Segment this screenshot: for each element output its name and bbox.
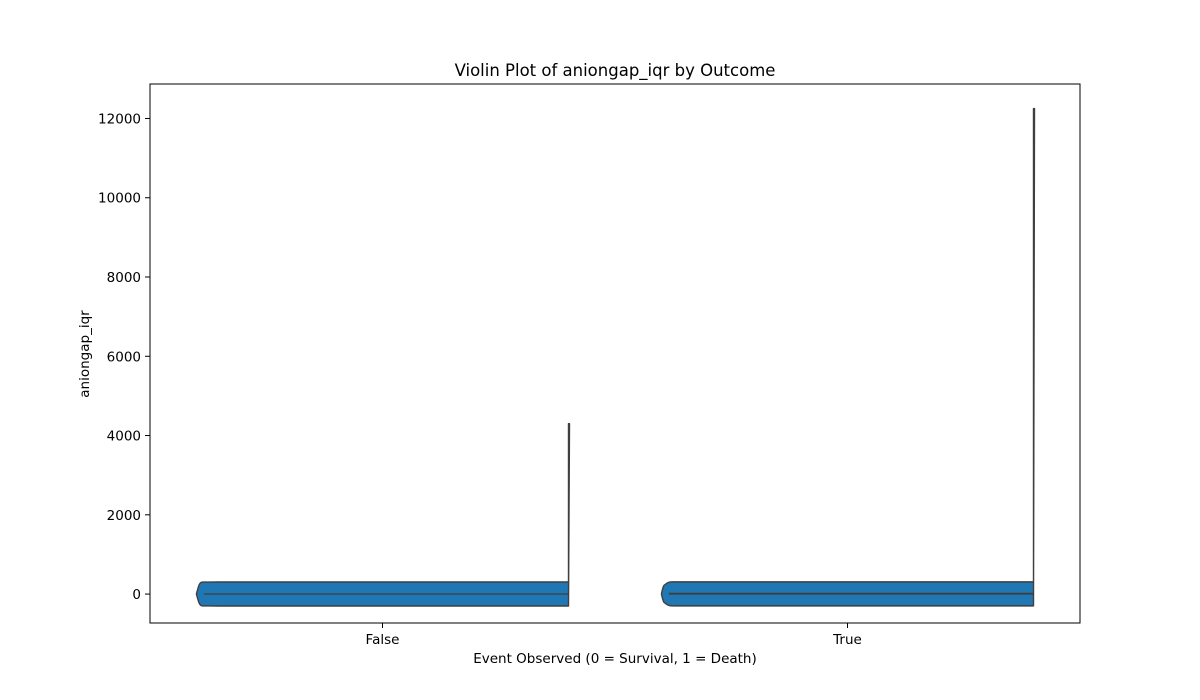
y-tick-label: 12000 [98,111,141,127]
y-tick-label: 6000 [107,349,141,365]
y-tick-label: 0 [132,587,141,603]
y-tick-label: 4000 [107,429,141,445]
violin-body-false [195,422,571,607]
y-axis-label: aniongap_iqr [77,310,93,398]
x-axis: False True [366,623,862,648]
y-tick-label: 2000 [107,508,141,524]
y-tick-label: 8000 [107,270,141,286]
violins-group [195,107,1036,607]
plot-frame [149,83,1081,624]
y-axis: 0 2000 4000 6000 8000 10000 12000 [98,111,150,603]
x-tick-label: True [832,632,862,648]
y-tick-label: 10000 [98,191,141,207]
chart-title: Violin Plot of aniongap_iqr by Outcome [455,61,776,81]
x-axis-label: Event Observed (0 = Survival, 1 = Death) [473,651,757,667]
x-tick-label: False [366,632,400,648]
violin-body-true [660,107,1036,607]
